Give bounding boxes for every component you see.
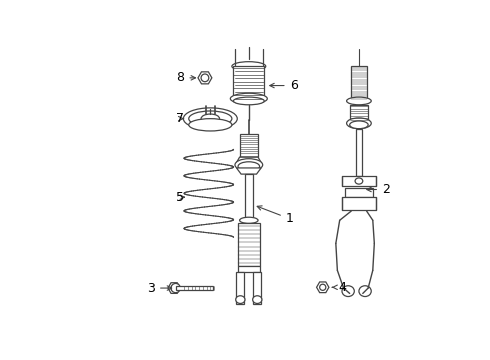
Ellipse shape xyxy=(189,111,232,126)
Text: 2: 2 xyxy=(367,183,390,196)
Ellipse shape xyxy=(342,286,354,297)
Bar xyxy=(351,66,367,101)
Ellipse shape xyxy=(253,296,262,303)
Bar xyxy=(342,197,376,210)
Ellipse shape xyxy=(233,97,264,105)
Bar xyxy=(356,130,362,176)
Text: 6: 6 xyxy=(270,79,297,92)
Bar xyxy=(238,266,260,272)
Bar xyxy=(175,286,213,291)
Text: 1: 1 xyxy=(257,206,294,225)
Ellipse shape xyxy=(355,178,363,184)
Bar xyxy=(245,174,253,220)
Ellipse shape xyxy=(230,93,268,104)
Polygon shape xyxy=(168,283,180,293)
Ellipse shape xyxy=(359,286,371,297)
Text: 5: 5 xyxy=(176,191,184,204)
Ellipse shape xyxy=(189,119,232,131)
Bar xyxy=(253,272,261,304)
Polygon shape xyxy=(198,72,212,84)
Text: 8: 8 xyxy=(176,71,196,84)
Ellipse shape xyxy=(350,121,368,129)
Bar xyxy=(342,176,376,186)
Ellipse shape xyxy=(171,285,177,291)
Text: 3: 3 xyxy=(147,282,172,294)
Bar xyxy=(345,188,373,197)
Ellipse shape xyxy=(171,283,180,293)
Ellipse shape xyxy=(240,217,258,223)
Bar xyxy=(237,272,244,304)
Ellipse shape xyxy=(319,284,326,291)
Polygon shape xyxy=(237,157,261,163)
Ellipse shape xyxy=(201,74,209,82)
Ellipse shape xyxy=(236,296,245,303)
Polygon shape xyxy=(237,168,261,174)
Bar xyxy=(240,134,258,157)
Text: 4: 4 xyxy=(332,281,346,294)
Ellipse shape xyxy=(232,62,266,71)
Ellipse shape xyxy=(183,108,237,130)
Bar xyxy=(233,66,264,99)
Ellipse shape xyxy=(201,114,220,123)
Ellipse shape xyxy=(235,159,263,171)
Ellipse shape xyxy=(346,97,371,105)
Bar xyxy=(350,105,368,122)
Text: 7: 7 xyxy=(176,112,184,125)
Polygon shape xyxy=(317,282,329,293)
Bar xyxy=(238,223,260,266)
Ellipse shape xyxy=(346,118,371,129)
Ellipse shape xyxy=(238,162,260,171)
